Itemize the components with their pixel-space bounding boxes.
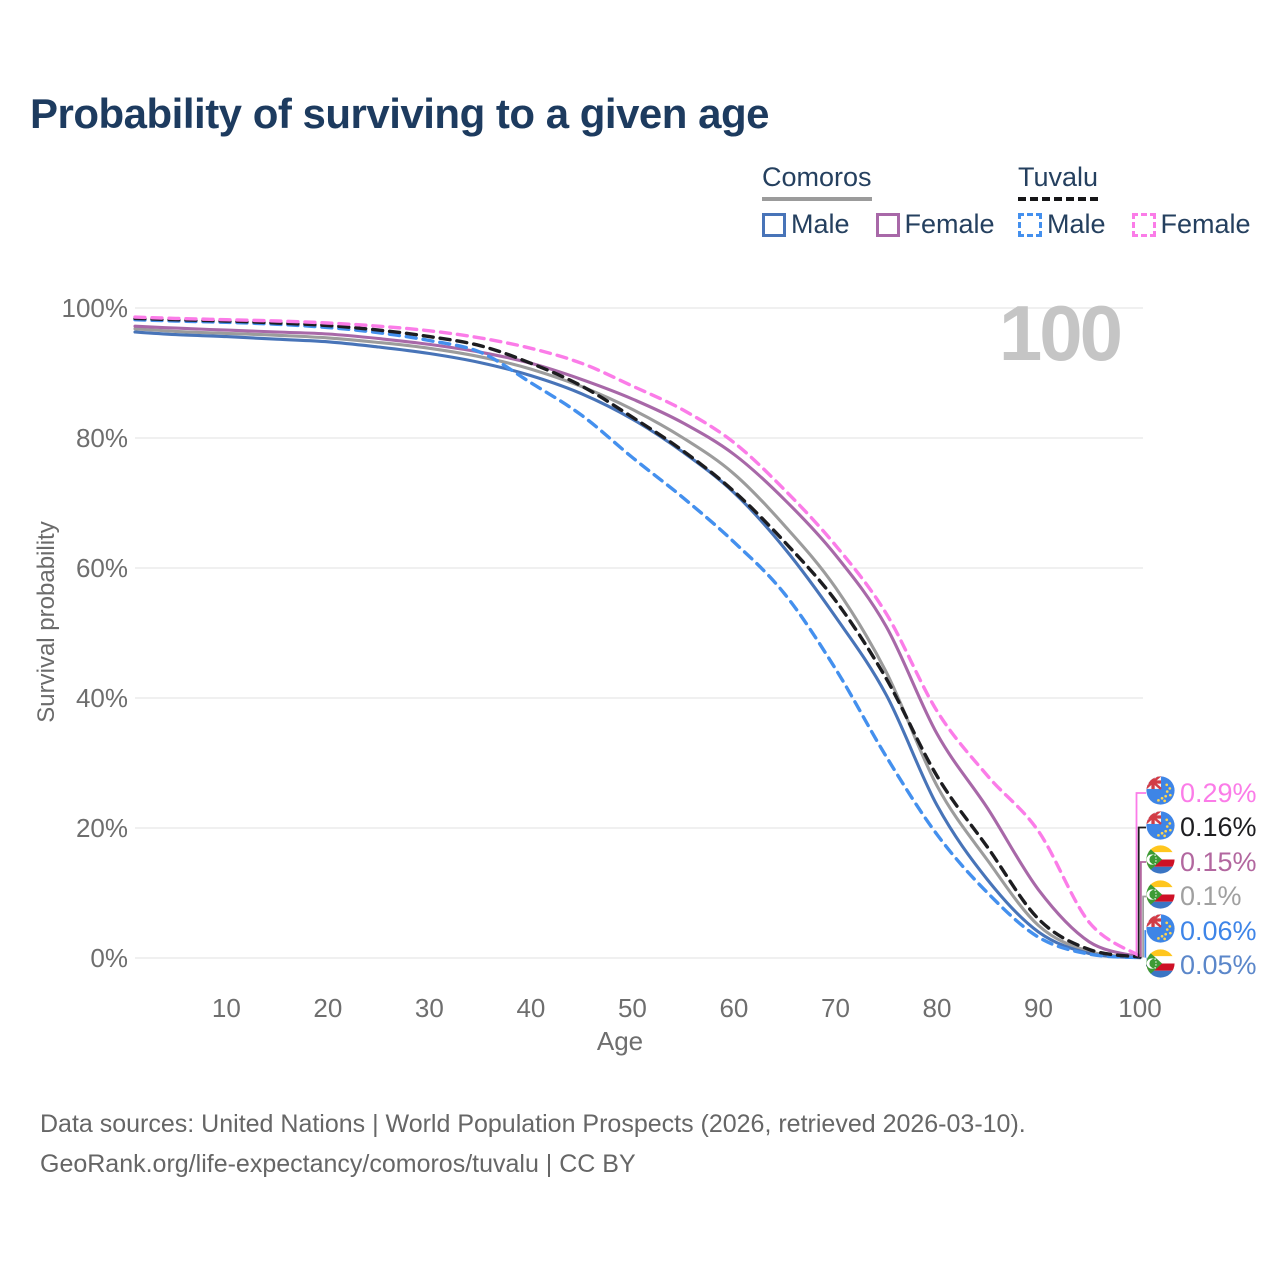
legend-item-tuvalu-female[interactable]: Female (1131, 209, 1251, 240)
end-value-label: 0.1% (1180, 881, 1242, 911)
end-value-row: 0.06% (1146, 914, 1257, 948)
comoros-flag-icon (1146, 948, 1175, 983)
legend-group-title-comoros[interactable]: Comoros (762, 162, 872, 201)
y-tick-label: 100% (61, 293, 129, 323)
legend-item-label: Male (791, 209, 850, 239)
end-value-row: 0.29% (1146, 776, 1257, 810)
comoros-female-swatch-icon (875, 212, 900, 237)
x-tick-label: 20 (313, 993, 343, 1023)
tuvalu-flag-icon (1146, 776, 1175, 810)
end-value-label: 0.06% (1180, 915, 1257, 946)
series-line-comoros-male[interactable] (133, 330, 1142, 960)
legend-item-comoros-female[interactable]: Female (875, 209, 995, 240)
y-tick-label: 0% (90, 943, 128, 973)
x-tick-label: 60 (719, 993, 749, 1023)
series-line-tuvalu-both-sexes[interactable] (133, 316, 1142, 959)
data-sources-note: Data sources: United Nations | World Pop… (40, 1110, 1026, 1138)
x-tick-label: 10 (211, 993, 241, 1023)
x-axis-title: Age (596, 1026, 644, 1056)
x-tick-label: 50 (617, 993, 647, 1023)
x-tick-label: 80 (922, 993, 952, 1023)
end-value-label: 0.16% (1180, 812, 1257, 842)
comoros-flag-icon (1146, 845, 1175, 879)
y-tick-label: 20% (75, 813, 128, 843)
tuvalu-female-swatch-icon (1131, 212, 1156, 237)
y-axis-title: Survival probability (33, 521, 60, 723)
legend-item-comoros-male[interactable]: Male (762, 209, 850, 240)
end-value-label: 0.15% (1180, 846, 1257, 877)
y-tick-label: 40% (75, 683, 128, 713)
leader-line (1144, 930, 1147, 958)
end-value-row: 0.16% (1146, 810, 1257, 845)
legend-item-label: Female (904, 209, 995, 239)
leader-line (1140, 861, 1146, 958)
tuvalu-flag-icon (1146, 810, 1175, 845)
legend-item-label: Female (1160, 209, 1251, 239)
comoros-male-swatch-icon (762, 212, 786, 237)
legend-item-label: Male (1047, 209, 1106, 239)
comoros-flag-icon (1146, 879, 1175, 914)
chart-title: Probability of surviving to a given age (30, 90, 769, 137)
x-tick-label: 100 (1118, 993, 1162, 1023)
legend-group-title-tuvalu[interactable]: Tuvalu (1018, 162, 1099, 201)
legend-group-comoros: Comoros Male Female (762, 162, 995, 240)
end-value-row: 0.05% (1146, 948, 1257, 983)
tuvalu-male-swatch-icon (1018, 212, 1042, 237)
current-age-watermark: 100 (998, 289, 1123, 377)
leader-line (1135, 792, 1146, 957)
x-tick-label: 40 (516, 993, 546, 1023)
y-tick-label: 80% (75, 423, 128, 453)
end-value-label: 0.29% (1180, 777, 1257, 808)
end-value-label: 0.05% (1180, 950, 1257, 980)
attribution-note: GeoRank.org/life-expectancy/comoros/tuva… (40, 1150, 636, 1178)
leader-line (1142, 895, 1146, 958)
legend-item-tuvalu-male[interactable]: Male (1018, 209, 1106, 240)
end-value-row: 0.1% (1146, 879, 1242, 914)
x-tick-label: 70 (820, 993, 850, 1023)
end-value-row: 0.15% (1146, 845, 1257, 879)
tuvalu-flag-icon (1146, 914, 1175, 948)
legend-group-tuvalu: Tuvalu Male Female (1018, 162, 1251, 240)
series-line-tuvalu-female[interactable] (133, 315, 1142, 958)
leader-line (1137, 826, 1146, 957)
series-line-comoros-both-sexes[interactable] (133, 327, 1142, 959)
y-tick-label: 60% (75, 553, 128, 583)
series-line-comoros-female[interactable] (133, 324, 1142, 959)
x-tick-label: 30 (414, 993, 444, 1023)
x-tick-label: 90 (1024, 993, 1053, 1023)
